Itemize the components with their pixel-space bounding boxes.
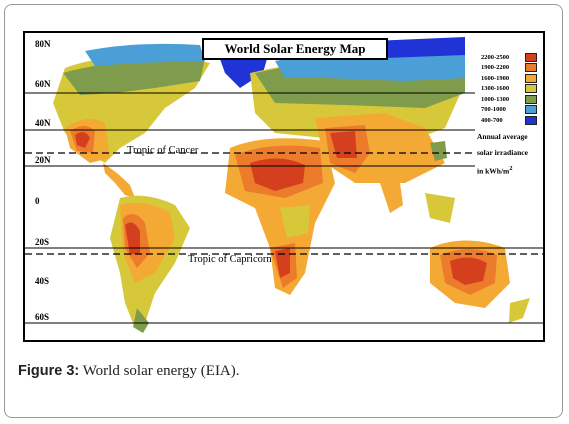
legend-swatch [525,94,537,104]
caption-text: World solar energy (EIA). [79,363,240,379]
legend-item: 1600-1900 [471,73,541,84]
legend-label: 1900-2200 [481,64,510,72]
australia [430,240,530,323]
latitude-lines [25,92,543,324]
legend-label: 700-1000 [481,106,506,114]
legend-item: 1900-2200 [471,63,541,74]
lat-label-20n: 20N [35,155,51,165]
tropic-lines [25,152,543,255]
legend-label: 400-700 [481,116,503,124]
legend: 2200-2500 1900-2200 1600-1900 1300-1600 … [471,52,541,126]
legend-swatch [525,105,537,115]
legend-item: 400-700 [471,115,541,126]
south-america [110,195,190,333]
tropic-of-cancer-label: Tropic of Cancer [127,145,199,156]
legend-item: 2200-2500 [471,52,541,63]
irradiance-unit: in kWh/m [477,166,510,176]
legend-item: 1300-1600 [471,84,541,95]
legend-label: 2200-2500 [481,53,510,61]
irradiance-line-2: solar irradiance [477,148,528,157]
world-solar-map: World Solar Energy Map 80N 60N 40N 20N 0… [23,31,545,342]
legend-label: 1600-1900 [481,74,510,82]
irradiance-unit-label: Annual average solar irradiance in kWh/m… [477,129,543,180]
irradiance-unit-exponent: 2 [509,165,513,172]
legend-label: 1300-1600 [481,85,510,93]
figure-caption: Figure 3: World solar energy (EIA). [18,363,240,380]
lat-label-40s: 40S [35,276,50,286]
africa [225,138,335,295]
legend-item: 1000-1300 [471,94,541,105]
legend-swatch [525,73,537,83]
irradiance-line-1: Annual average [477,132,528,141]
legend-swatch [525,84,537,94]
map-title: World Solar Energy Map [202,38,388,60]
lat-label-20s: 20S [35,237,50,247]
caption-label: Figure 3: [18,363,80,379]
lat-label-60n: 60N [35,79,51,89]
tropic-of-capricorn-label: Tropic of Capricorn [188,254,272,265]
map-canvas [25,37,543,333]
legend-label: 1000-1300 [481,95,510,103]
lat-label-60s: 60S [35,312,50,322]
legend-swatch [525,52,537,62]
legend-swatch [525,63,537,73]
legend-item: 700-1000 [471,105,541,116]
legend-swatch [525,115,537,125]
irradiance-line-3: in kWh/m2 [477,161,543,180]
north-america [53,43,210,198]
lat-label-equator: 0 [35,196,40,206]
lat-label-80n: 80N [35,39,51,49]
lat-label-40n: 40N [35,118,51,128]
